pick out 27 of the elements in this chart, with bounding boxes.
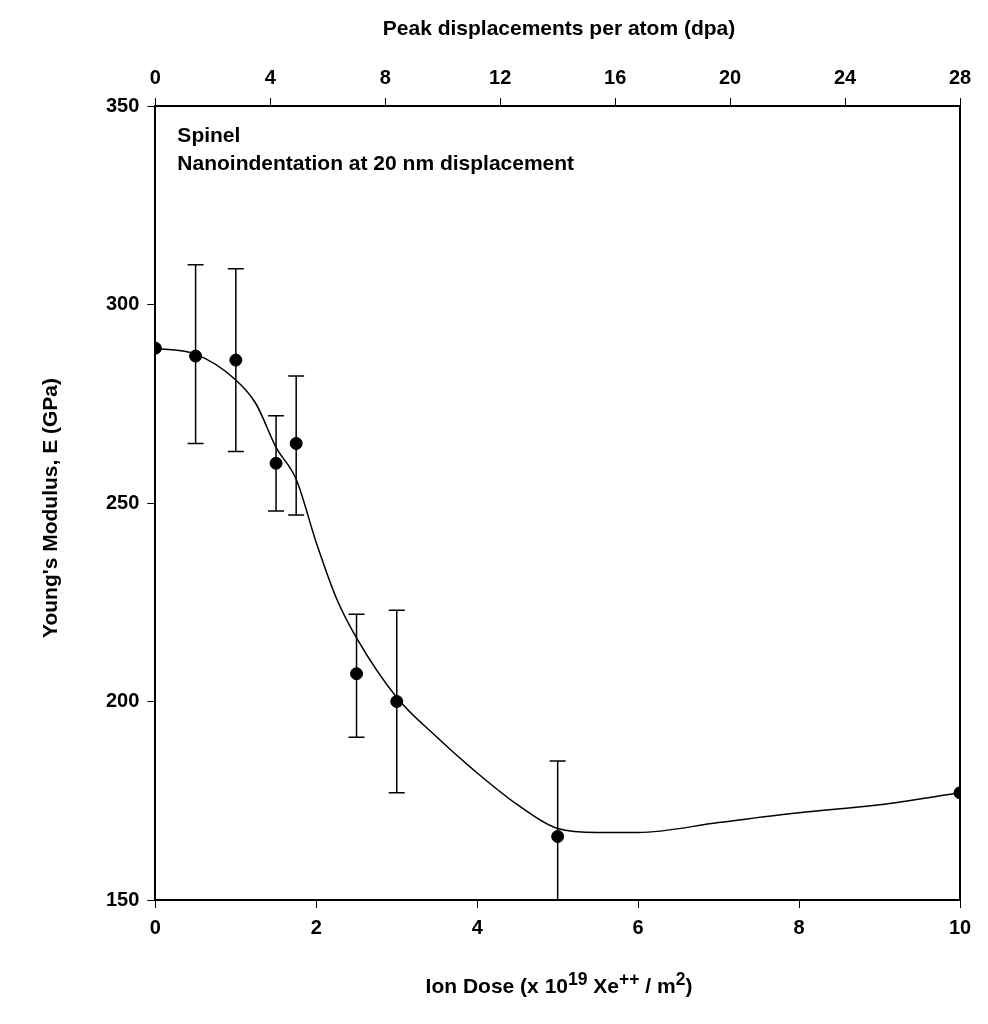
annotation: Nanoindentation at 20 nm displacement (177, 151, 575, 175)
x2-tick-label: 8 (379, 65, 391, 88)
x-tick-label: 8 (793, 915, 805, 938)
x-axis-title: Ion Dose (x 10$^{19}$ Xe$^{++}$ / m$^{2}$) (424, 969, 694, 998)
point (189, 349, 203, 363)
x-tick-label: 0 (149, 915, 161, 938)
x2-tick-label: 16 (604, 65, 627, 88)
x-tick-label: 10 (948, 915, 972, 938)
x2-tick-label: 24 (833, 65, 858, 88)
x2-tick-label: 28 (948, 65, 972, 88)
y-axis-title: Young's Modulus, E (GPa) (38, 377, 62, 639)
y-tick-label: 200 (105, 689, 140, 712)
y-tick-label: 350 (105, 93, 140, 116)
annotation: Spinel (177, 123, 241, 147)
y-tick-label: 150 (105, 887, 140, 910)
x-tick-label: 2 (310, 915, 322, 938)
point (350, 667, 364, 681)
x2-tick-label: 12 (489, 65, 512, 88)
x-tick-label: 6 (632, 915, 644, 938)
x2-axis-title: Peak displacements per atom (dpa) (381, 16, 737, 40)
x2-tick-label: 0 (149, 65, 161, 88)
y-tick-label: 250 (105, 490, 140, 513)
x-tick-label: 4 (471, 915, 484, 938)
point (551, 829, 565, 843)
x2-tick-label: 20 (718, 65, 742, 88)
y-tick-label: 300 (105, 292, 140, 315)
x2-tick-label: 4 (264, 65, 277, 88)
